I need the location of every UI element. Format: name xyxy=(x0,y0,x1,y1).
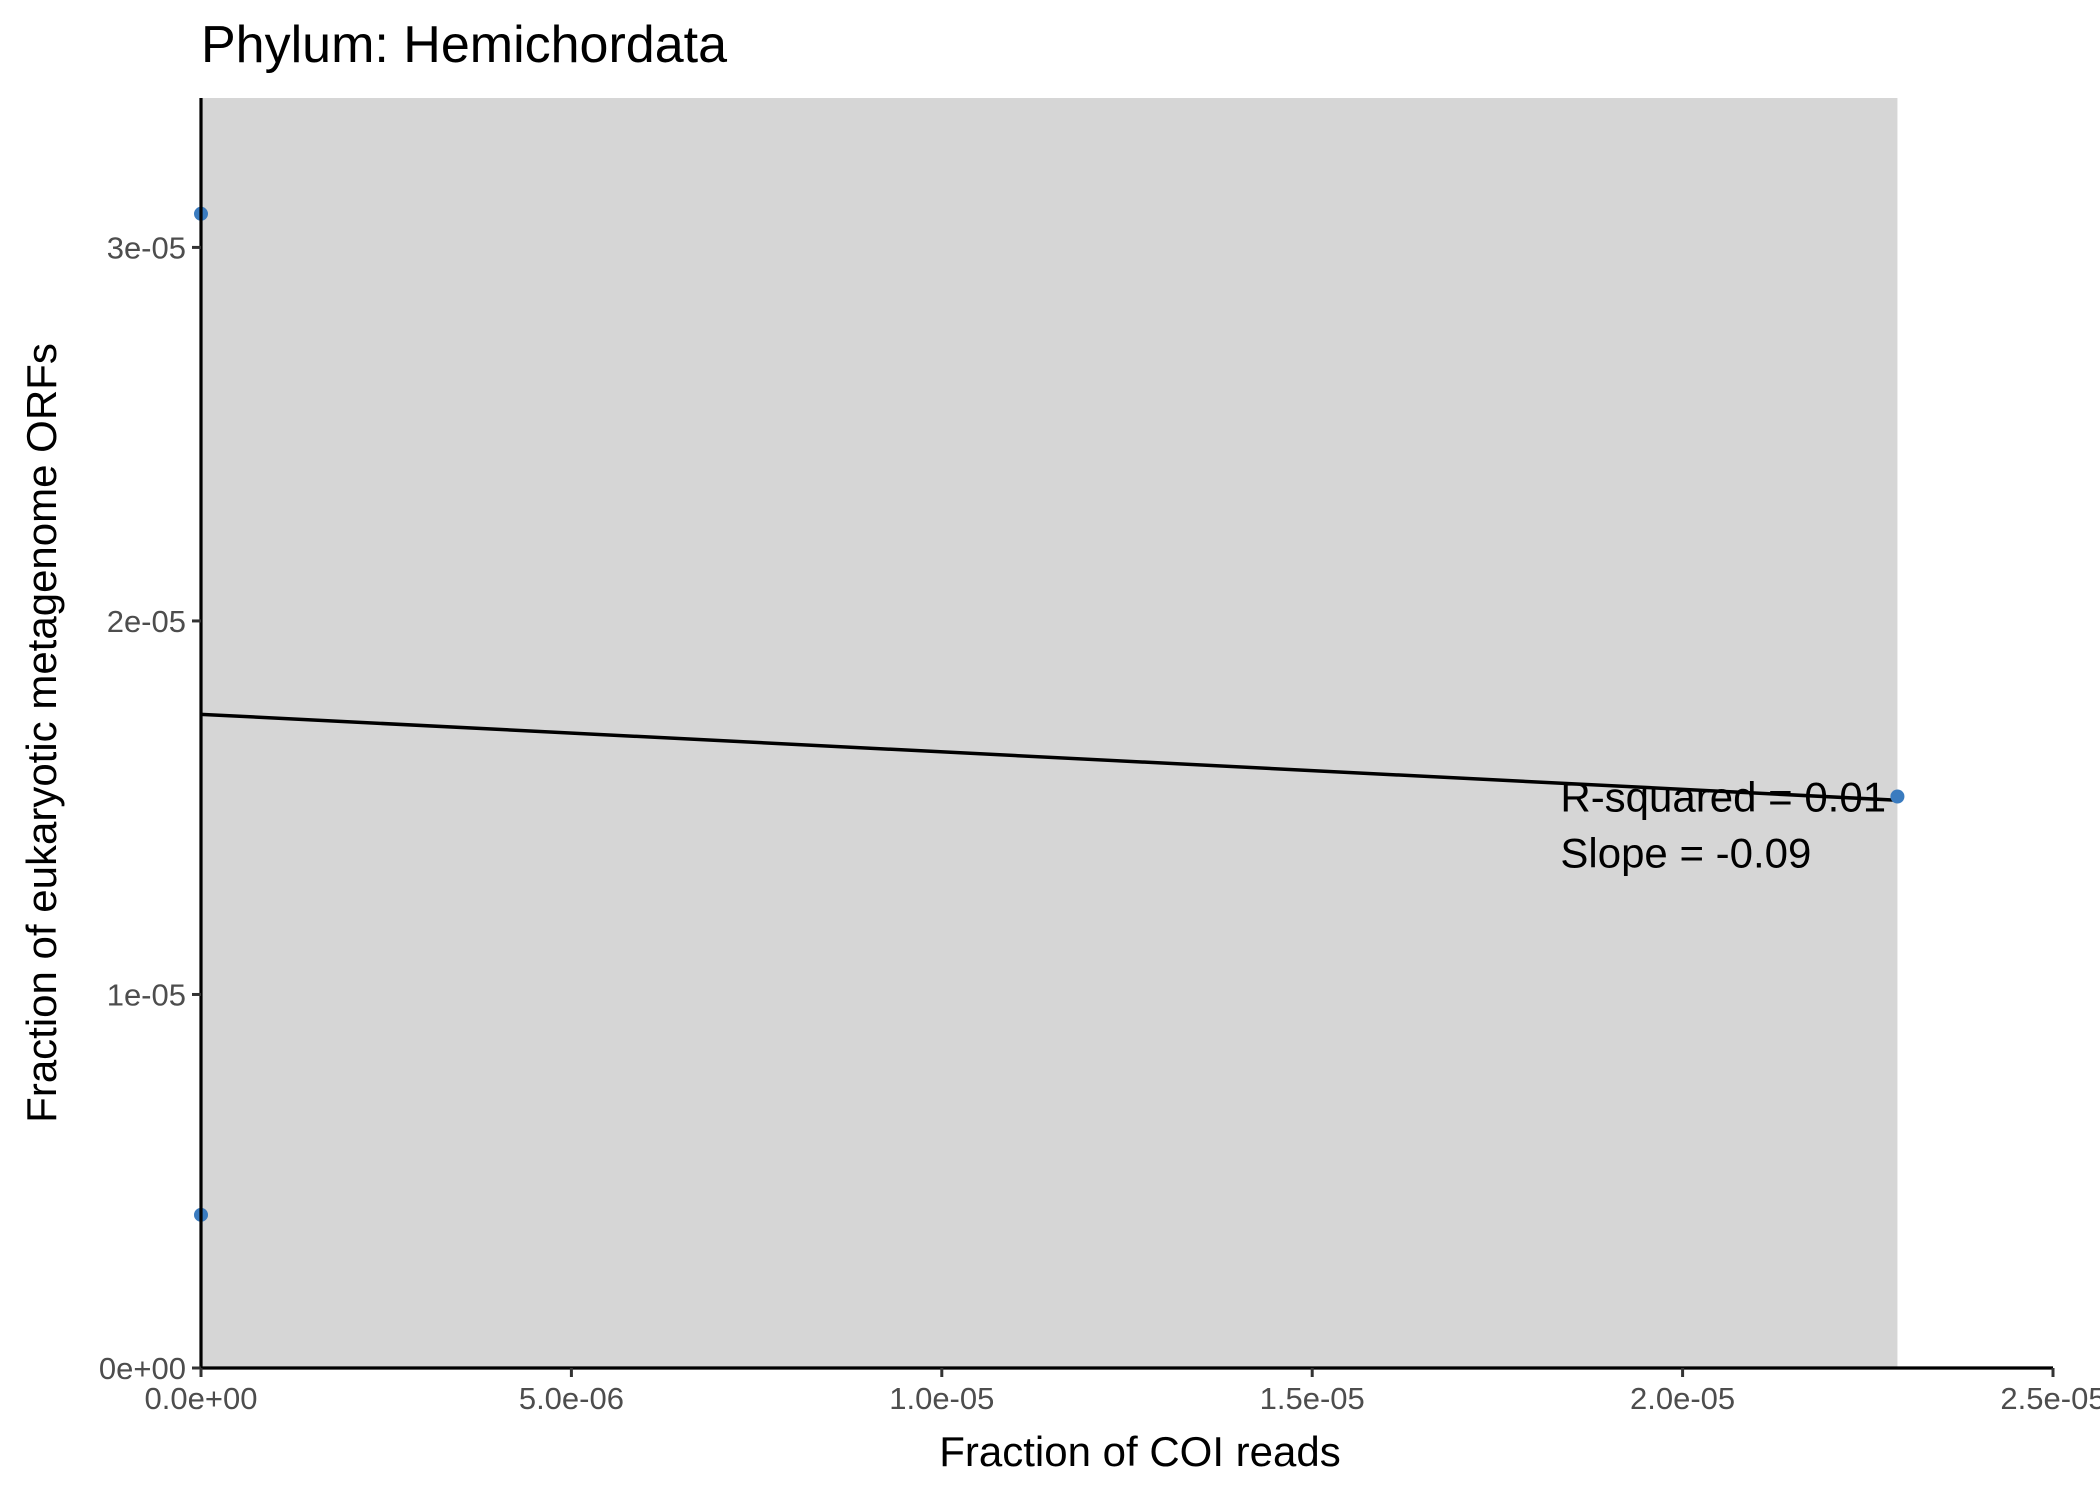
y-tick-label-1: 0e+00 xyxy=(99,1351,186,1386)
annotation: R-squared = 0.01 Slope = -0.09 xyxy=(1560,773,1886,876)
data-point-3 xyxy=(1890,789,1905,804)
x-tick-label-6: 2.5e-05 xyxy=(2000,1381,2100,1416)
x-ticks: 0.0e+00 5.0e-06 1.0e-05 1.5e-05 2.0e-05 2.5e-… xyxy=(145,1368,2100,1416)
x-tick-label-4: 1.5e-05 xyxy=(1260,1381,1365,1416)
x-tick-label-2: 5.0e-06 xyxy=(519,1381,624,1416)
x-axis-title: Fraction of COI reads xyxy=(939,1428,1340,1475)
y-axis-title: Fraction of eukaryotic metagenome ORFs xyxy=(18,343,65,1123)
chart-title: Phylum: Hemichordata xyxy=(201,16,727,74)
x-tick-label-5: 2.0e-05 xyxy=(1630,1381,1735,1416)
x-tick-label-3: 1.0e-05 xyxy=(889,1381,994,1416)
y-tick-label-3: 2e-05 xyxy=(107,604,186,639)
annotation-line-1: R-squared = 0.01 xyxy=(1560,773,1886,820)
regression-line xyxy=(200,712,1898,802)
y-tick-label-2: 1e-05 xyxy=(107,977,186,1012)
y-tick-label-4: 3e-05 xyxy=(107,230,186,265)
x-tick-label-1: 0.0e+00 xyxy=(145,1381,258,1416)
panel-background xyxy=(201,98,1898,1368)
annotation-line-2: Slope = -0.09 xyxy=(1560,829,1811,876)
y-ticks: 0e+00 1e-05 2e-05 3e-05 xyxy=(99,230,201,1386)
